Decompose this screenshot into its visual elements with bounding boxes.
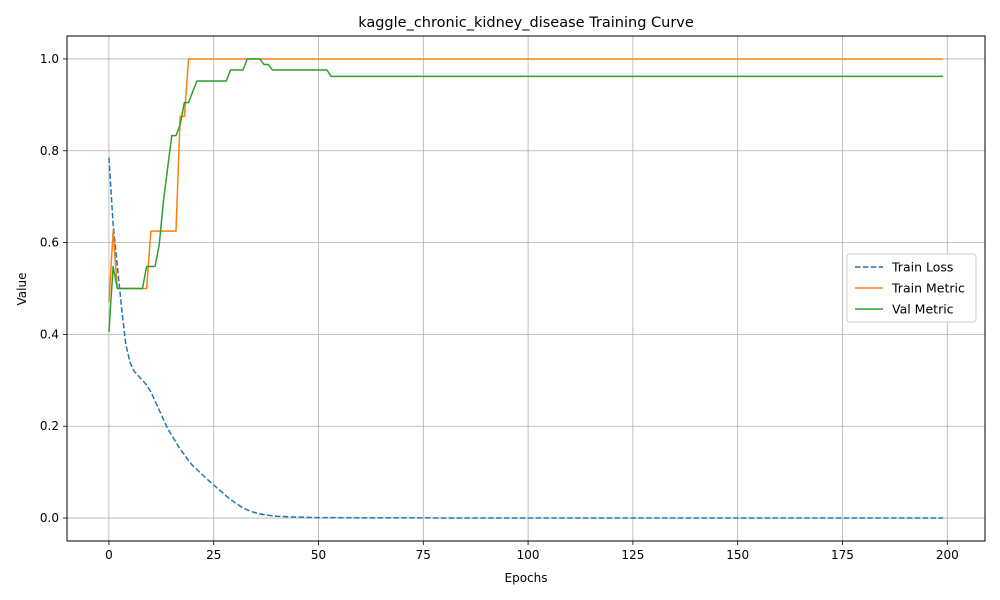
x-tick-label: 75: [416, 548, 431, 562]
series-lines: [108, 58, 944, 519]
y-axis-label: Value: [15, 273, 29, 306]
y-tick-label: 0.8: [40, 144, 59, 158]
y-tick-label: 1.0: [40, 52, 59, 66]
x-tick-label: 200: [936, 548, 959, 562]
legend: Train Loss Train Metric Val Metric: [846, 253, 977, 323]
series-line-train-loss: [108, 157, 944, 519]
x-tick-label: 50: [311, 548, 326, 562]
x-tick-label: 175: [831, 548, 854, 562]
x-tick-label: 25: [206, 548, 221, 562]
series-line-train-metric: [108, 58, 944, 303]
x-tick-label: 150: [726, 548, 749, 562]
x-tick-label: 125: [621, 548, 644, 562]
plot-frame: [66, 35, 986, 542]
chart-title: kaggle_chronic_kidney_disease Training C…: [358, 15, 694, 31]
y-tick-label: 0.2: [40, 419, 59, 433]
legend-label: Train Loss: [891, 260, 953, 275]
series-line-val-metric: [108, 58, 944, 333]
y-tick-label: 0.4: [40, 327, 59, 341]
legend-box: [846, 253, 977, 323]
x-tick-label: 0: [105, 548, 113, 562]
y-tick-label: 0.6: [40, 236, 59, 250]
legend-label: Val Metric: [892, 302, 954, 317]
legend-label: Train Metric: [891, 281, 965, 296]
x-tick-label: 100: [517, 548, 540, 562]
axis-ticks: 0 25 50 75 100 125 150 175 200 0.0 0.2 0.4 0.6 0.8 1.0: [40, 52, 959, 562]
y-tick-label: 0.0: [40, 511, 59, 525]
x-axis-label: Epochs: [505, 571, 548, 585]
